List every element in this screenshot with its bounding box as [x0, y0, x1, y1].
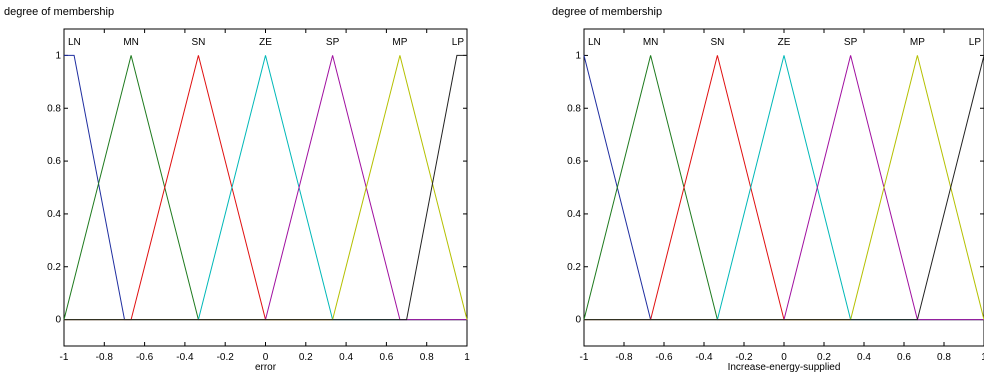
y-tick-label: 0.4	[47, 209, 61, 220]
series-label-sp: SP	[326, 37, 340, 48]
x-tick-label: -0.8	[96, 352, 114, 363]
series-line-ln	[583, 55, 984, 321]
series-line-mn	[583, 55, 984, 321]
y-axis-label: degree of membership	[4, 6, 114, 18]
x-axis-label: Increase-energy-supplied	[728, 362, 841, 372]
x-tick-label: 0.8	[937, 352, 951, 363]
series-label-ln: LN	[68, 37, 81, 48]
x-tick-label: -0.4	[176, 352, 194, 363]
series-label-mp: MP	[392, 37, 407, 48]
membership-chart-1: degree of membership -1 -0.8 -0.6 -0.4 -0.2 0 0…	[4, 6, 470, 372]
x-tick-label: 0.4	[339, 352, 353, 363]
x-tick-label: 0.8	[420, 352, 434, 363]
y-tick-label: 0.6	[47, 156, 61, 167]
series-line-sp	[584, 55, 984, 321]
series-line-ze	[64, 55, 467, 321]
y-axis-label: degree of membership	[552, 6, 662, 18]
x-tick-label: 0	[781, 352, 787, 363]
y-tick-label: 1	[55, 50, 61, 61]
y-tick-label: 0.6	[567, 156, 581, 167]
y-tick-label: 0.4	[567, 209, 581, 220]
series-line-lp	[584, 55, 984, 321]
x-tick-label: 0.2	[299, 352, 313, 363]
x-tick-label: -0.8	[615, 352, 633, 363]
series-line-lp	[64, 54, 467, 321]
series-line-sn	[584, 55, 984, 321]
series-line-ln	[64, 54, 467, 321]
series-line-mn	[63, 55, 467, 321]
series-label-ze: ZE	[259, 37, 272, 48]
x-tick-label: -1	[580, 352, 589, 363]
series-line-mp	[64, 55, 468, 321]
series-line-sp	[64, 55, 467, 321]
y-tick-label: 0.8	[47, 103, 61, 114]
x-tick-label: 0.2	[817, 352, 831, 363]
membership-chart-2: degree of membership -1 -0.8 -0.6 -0.4 -0.2 0 0…	[552, 6, 984, 372]
x-tick-label: -0.4	[695, 352, 713, 363]
y-tick-label: 0.2	[47, 262, 61, 273]
x-tick-label: -0.6	[655, 352, 673, 363]
x-tick-label: -1	[60, 352, 69, 363]
plot-frame	[583, 28, 984, 347]
y-tick-label: 0.2	[567, 262, 581, 273]
x-tick-label: 0.4	[857, 352, 871, 363]
series-line-ze	[584, 55, 984, 321]
series-label-mn: MN	[123, 37, 139, 48]
x-tick-label: 1	[464, 352, 470, 363]
x-tick-label: -0.2	[735, 352, 753, 363]
series-label-mn: MN	[643, 37, 659, 48]
x-tick-label: 0.6	[897, 352, 911, 363]
y-tick-label: 0	[55, 315, 61, 326]
plot-frame	[63, 28, 468, 347]
series-label-lp: LP	[452, 37, 465, 48]
x-tick-label: 1	[981, 352, 984, 363]
series-label-sn: SN	[710, 37, 724, 48]
series-line-sn	[64, 55, 467, 321]
x-tick-label: -0.2	[217, 352, 235, 363]
series-label-ln: LN	[588, 37, 601, 48]
series-label-lp: LP	[969, 37, 982, 48]
x-tick-label: 0.6	[379, 352, 393, 363]
series-label-sp: SP	[844, 37, 858, 48]
x-axis-label: error	[255, 362, 277, 372]
series-label-ze: ZE	[778, 37, 791, 48]
x-tick-label: 0	[263, 352, 269, 363]
series-label-mp: MP	[910, 37, 925, 48]
x-tick-label: -0.6	[136, 352, 154, 363]
y-tick-label: 0.8	[567, 103, 581, 114]
y-tick-label: 1	[575, 50, 581, 61]
y-tick-label: 0	[575, 315, 581, 326]
series-label-sn: SN	[191, 37, 205, 48]
series-line-mp	[584, 55, 984, 321]
